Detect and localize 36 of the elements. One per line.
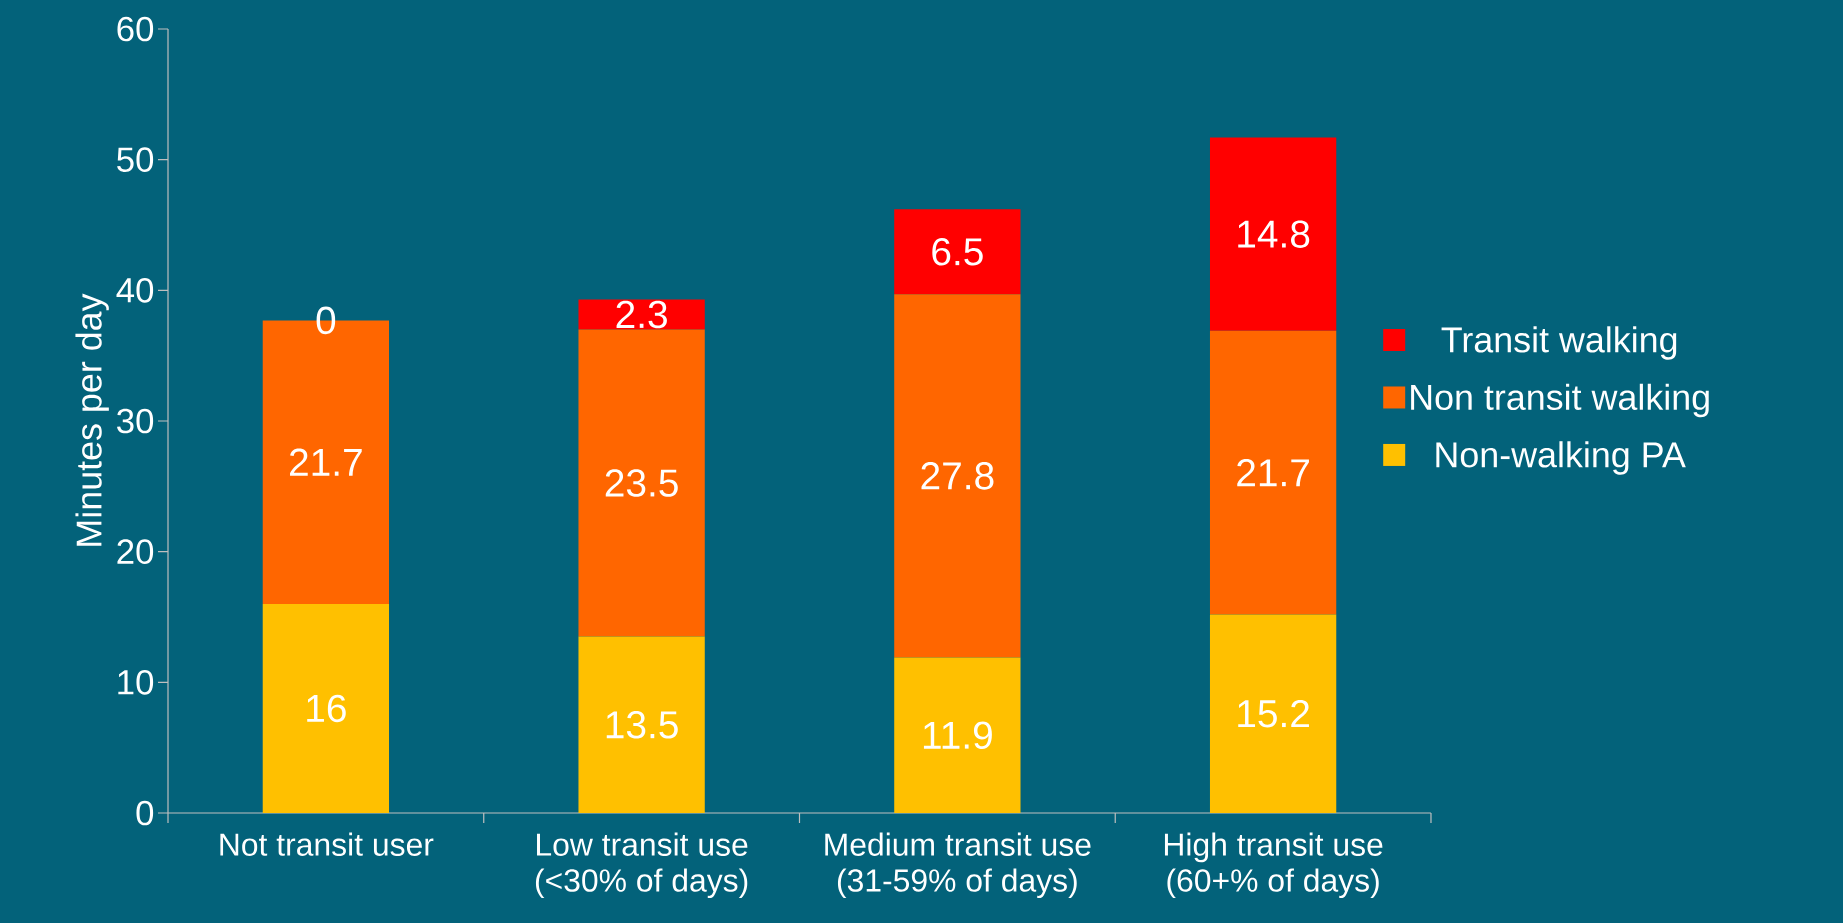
bar xyxy=(262,603,390,813)
bar xyxy=(1209,137,1337,331)
bar xyxy=(1209,614,1337,813)
y-tick-label: 60 xyxy=(117,16,154,42)
data-label: 6.5 xyxy=(932,238,983,266)
y-tick-label: 30 xyxy=(117,408,154,434)
x-tick-label: Low transit use (<30% of days) xyxy=(535,832,748,899)
data-label: 13.5 xyxy=(606,711,678,739)
bar xyxy=(894,657,1021,813)
y-tick-label: 0 xyxy=(136,800,154,826)
data-label: 2.3 xyxy=(616,300,667,329)
legend-label: Non transit walking xyxy=(1411,383,1709,418)
x-tick-label: Medium transit use (31-59% of days) xyxy=(825,832,1091,899)
y-tick-label: 10 xyxy=(118,669,154,695)
bar xyxy=(578,329,705,637)
bar xyxy=(1209,330,1337,615)
data-label: 16 xyxy=(307,694,346,723)
y-tick-label: 40 xyxy=(116,277,154,303)
y-tick-label: 50 xyxy=(117,147,154,173)
x-tick-label: Not transit user xyxy=(220,832,434,856)
data-label: 21.7 xyxy=(290,448,362,476)
legend-label: Non-walking PA xyxy=(1436,441,1686,475)
bar xyxy=(894,209,1021,295)
data-label: 23.5 xyxy=(605,469,678,497)
x-tick-label: High transit use (60+% of days) xyxy=(1164,832,1383,899)
y-axis-title: Minutes per day xyxy=(75,293,109,546)
bar xyxy=(578,299,705,330)
data-label: 27.8 xyxy=(921,462,994,490)
data-label: 14.8 xyxy=(1238,220,1310,248)
data-label: 11.9 xyxy=(923,721,992,749)
y-tick-label: 20 xyxy=(117,539,154,565)
bar xyxy=(894,294,1021,658)
data-label: 21.7 xyxy=(1237,459,1309,487)
legend-label: Transit walking xyxy=(1441,326,1677,360)
bar xyxy=(578,636,705,813)
data-label: 15.2 xyxy=(1238,699,1309,728)
